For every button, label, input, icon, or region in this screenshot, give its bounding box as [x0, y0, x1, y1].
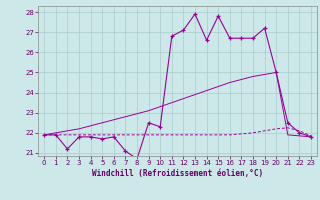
X-axis label: Windchill (Refroidissement éolien,°C): Windchill (Refroidissement éolien,°C): [92, 169, 263, 178]
